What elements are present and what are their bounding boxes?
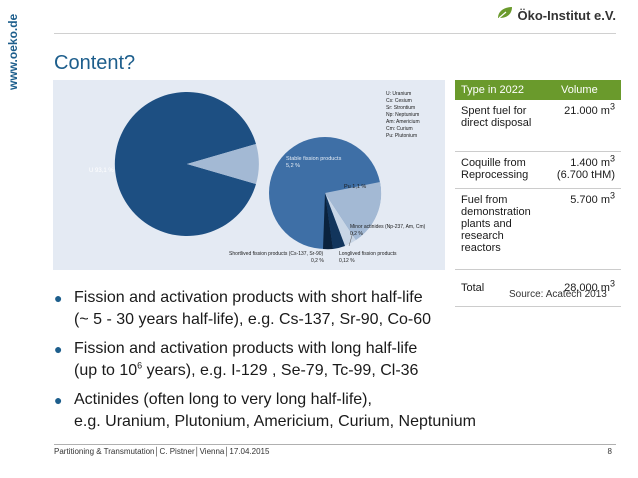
header-divider [54,33,616,34]
bullet-text: Fission and activation products with sho… [74,287,431,331]
list-item: ● Actinides (often long to very long hal… [54,389,524,433]
long-label: Longlived fission products [339,251,397,257]
short-label: Shortlived fission products (Cs-137, Sr-… [229,251,324,257]
short-slice [325,193,345,249]
sidebar-url-text: www.oeko.de [6,13,20,91]
bullet-line: (~ 5 - 30 years half-life), e.g. Cs-137,… [74,311,432,328]
bullet-text: Fission and activation products with lon… [74,338,418,382]
bullet-line-sup: 6 [137,360,143,371]
legend-item: U: Uranium [386,91,411,97]
legend-item: Sr: Strontium [386,105,415,111]
bullet-dot-icon: ● [54,392,63,408]
bullet-line: Fission and activation products with lon… [74,340,418,357]
legend-item: Np: Neptunium [386,112,419,118]
table-header-type: Type in 2022 [461,84,524,96]
page-title: Content? [54,52,136,74]
table-cell-type: Spent fuel for direct disposal [461,105,532,129]
legend-item: Cs: Cesium [386,98,412,104]
footer-text: Partitioning & Transmutation│C. Pistner│… [54,447,270,456]
bullet-dot-icon: ● [54,341,63,357]
table-row: Total 28.000 m3 [455,270,621,307]
list-item: ● Fission and activation products with l… [54,338,524,382]
volume-value: 5.700 m [570,194,610,206]
legend-item: Am: Americium [386,119,420,125]
bullet-line: (up to 106 years), e.g. I-129 , Se-79, T… [74,360,418,382]
table-cell-volume: 21.000 m3 [535,100,621,151]
bullet-line-part: years), e.g. I-129 , Se-79, Tc-99, Cl-36 [142,362,419,379]
table-cell-volume: 5.700 m3 [535,189,621,269]
bullet-list: ● Fission and activation products with s… [54,287,524,440]
volume-value: 1.400 m [570,157,610,169]
long-value: 0,12 % [339,258,355,264]
uranium-slice [114,92,257,236]
long-slice [323,193,333,250]
stable-label: Stable fission products [286,156,342,162]
minor-slice [325,193,356,246]
volume-unit-sup: 3 [609,153,615,164]
page-number: 8 [607,447,612,456]
pu-slice [325,182,382,240]
bullet-line: e.g. Uranium, Plutonium, Americium, Curi… [74,413,476,430]
minor-label: Minor actinides (Np-237, Am, Cm) [350,224,426,230]
table-cell-type: Fuel from demonstration plants and resea… [461,194,531,254]
volume-table: Type in 2022 Volume Spent fuel for direc… [455,80,621,307]
bullet-dot-icon: ● [54,290,63,306]
table-cell-type: Total [461,282,485,294]
volume-unit-sup: 3 [609,278,615,289]
volume-unit-sup: 3 [609,101,615,112]
footer-divider [54,444,616,445]
table-row: Coquille from Reprocessing 1.400 m3 (6.7… [455,152,621,189]
short-value: 0,2 % [311,258,324,264]
table-row: Fuel from demonstration plants and resea… [455,189,621,270]
volume-note: (6.700 tHM) [556,169,615,181]
list-item: ● Fission and activation products with s… [54,287,524,331]
table-row: Spent fuel for direct disposal 21.000 m3 [455,100,621,152]
oeko-logo: Öko-Institut e.V. [496,6,616,25]
bullet-line: Fission and activation products with sho… [74,289,423,306]
bullet-line: Actinides (often long to very long half-… [74,391,372,408]
bullet-text: Actinides (often long to very long half-… [74,389,476,433]
table-cell-volume: 28.000 m3 [535,278,621,296]
uranium-label: U 93,1 % [89,168,114,174]
table-cell-type: Coquille from Reprocessing [461,157,529,181]
leaf-icon [496,6,514,25]
legend-item: Cm: Curium [386,126,413,132]
bullet-line-part: (up to 10 [74,362,138,379]
volume-value: 28.000 m [564,282,610,294]
volume-value: 21.000 m [564,105,610,117]
table-header: Type in 2022 Volume [455,80,621,100]
sidebar-url: www.oeko.de [1,6,23,96]
wedge-slice [187,144,259,184]
legend-item: Pu: Plutonium [386,133,417,139]
source-note: Source: Acatech 2013 [509,289,607,300]
table-cell-volume: 1.400 m3 (6.700 tHM) [535,152,621,188]
table-header-volume: Volume [561,84,598,96]
stable-value: 5,2 % [286,163,300,169]
legend: U: Uranium Cs: Cesium Sr: Strontium Np: … [386,91,420,139]
pu-label: Pu 1,1 % [344,184,366,190]
minor-value: 0,2 % [350,231,363,237]
logo-text: Öko-Institut e.V. [517,8,616,23]
composition-figure: U 93,1 % Stable fission products 5,2 % P… [53,80,445,270]
volume-unit-sup: 3 [609,190,615,201]
